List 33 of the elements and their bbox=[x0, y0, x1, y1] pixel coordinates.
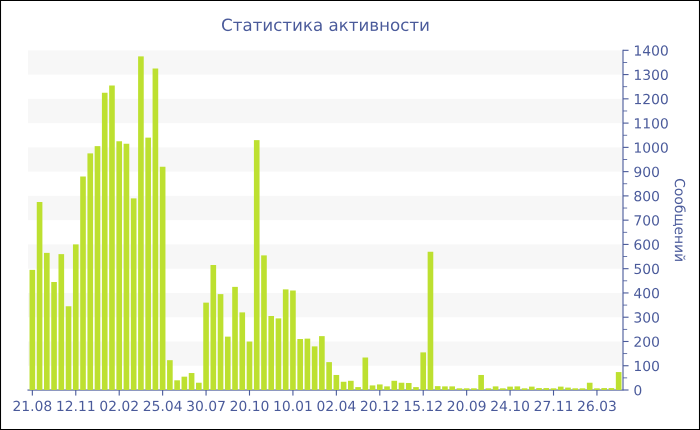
x-tick-label: 10.01 bbox=[274, 400, 312, 412]
x-tick-label: 20.09 bbox=[448, 400, 486, 412]
y-tick-label: 500 bbox=[634, 264, 660, 274]
x-tick-label: 20.10 bbox=[230, 400, 268, 412]
x-tick-label: 21.08 bbox=[13, 400, 52, 412]
x-tick-label: 20.12 bbox=[360, 400, 398, 412]
y-tick-label: 700 bbox=[634, 215, 660, 226]
y-axis-title: Сообщений bbox=[672, 178, 686, 261]
y-tick-label: 1400 bbox=[634, 45, 668, 56]
x-tick-label: 25.04 bbox=[144, 400, 182, 412]
x-tick-label: 15.12 bbox=[404, 400, 442, 412]
y-tick-label: 600 bbox=[634, 239, 660, 250]
y-tick-label: 1200 bbox=[634, 94, 668, 104]
y-tick-label: 200 bbox=[634, 336, 660, 347]
x-tick-label: 26.03 bbox=[578, 400, 616, 412]
y-tick-label: 400 bbox=[634, 288, 660, 298]
y-tick-label: 1300 bbox=[634, 70, 668, 80]
bar bbox=[30, 270, 36, 390]
y-tick-label: 300 bbox=[634, 312, 660, 323]
x-tick-label: 02.02 bbox=[100, 400, 138, 412]
y-tick-label: 1000 bbox=[634, 142, 668, 153]
y-tick-label: 0 bbox=[634, 384, 642, 396]
x-tick-label: 27.11 bbox=[534, 400, 572, 411]
x-tick-label: 30.07 bbox=[187, 400, 225, 412]
y-tick-label: 1100 bbox=[634, 118, 668, 129]
x-tick-label: 02.04 bbox=[317, 400, 356, 412]
y-tick-label: 900 bbox=[634, 166, 660, 178]
x-tick-label: 24.10 bbox=[491, 400, 530, 412]
y-tick-label: 800 bbox=[634, 190, 660, 202]
y-tick-label: 100 bbox=[634, 360, 660, 372]
chart-title: Статистика активности bbox=[222, 18, 428, 32]
bar bbox=[616, 372, 622, 390]
x-tick-label: 12.11 bbox=[57, 400, 94, 411]
